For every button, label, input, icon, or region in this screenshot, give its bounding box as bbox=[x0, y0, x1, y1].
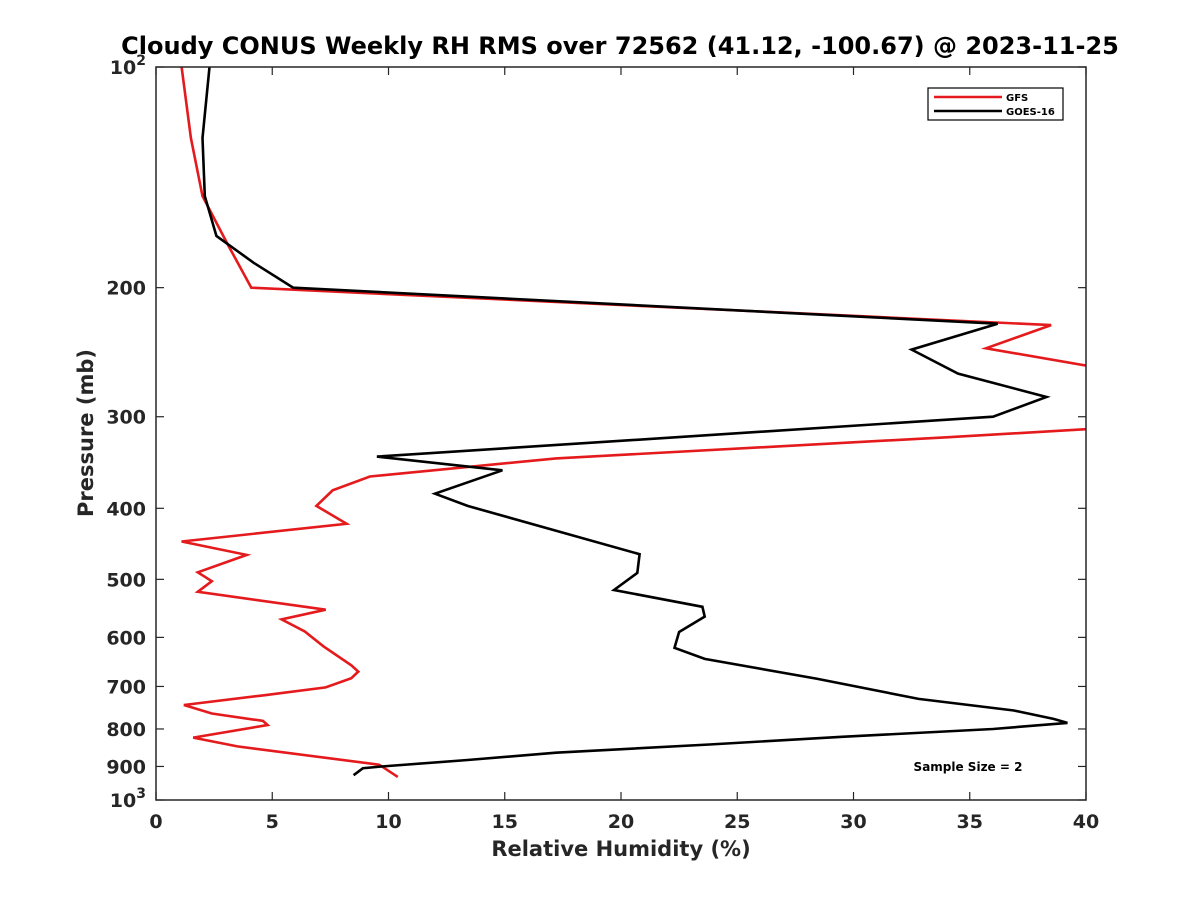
x-tick-label: 25 bbox=[724, 811, 750, 833]
y-tick-label-base: 10 bbox=[110, 57, 136, 79]
legend-label-goes16: GOES-16 bbox=[1006, 107, 1055, 118]
legend-label-gfs: GFS bbox=[1006, 93, 1028, 104]
x-tick-label: 0 bbox=[149, 811, 162, 833]
series-line-gfs bbox=[180, 67, 1086, 778]
legend-box bbox=[927, 87, 1064, 121]
y-tick-label: 900 bbox=[106, 756, 146, 778]
y-tick-label: 800 bbox=[106, 719, 146, 741]
x-tick-label: 10 bbox=[375, 811, 401, 833]
y-tick-label: 200 bbox=[106, 278, 146, 300]
x-axis-label: Relative Humidity (%) bbox=[491, 837, 750, 861]
y-tick-label: 102 bbox=[110, 53, 146, 79]
x-tick-label: 40 bbox=[1073, 811, 1099, 833]
x-tick-label: 15 bbox=[492, 811, 518, 833]
legend: GFS GOES-16 bbox=[927, 87, 1064, 121]
sample-size-annotation: Sample Size = 2 bbox=[914, 760, 1023, 774]
y-tick-label-base: 10 bbox=[110, 790, 136, 812]
x-tick-label: 35 bbox=[957, 811, 983, 833]
x-axis: 0 5 10 15 20 25 30 35 40 bbox=[149, 67, 1099, 833]
y-tick-label: 500 bbox=[106, 569, 146, 591]
y-tick-label-exponent: 3 bbox=[136, 786, 146, 802]
x-tick-label: 30 bbox=[840, 811, 866, 833]
y-tick-label: 600 bbox=[106, 627, 146, 649]
chart-title: Cloudy CONUS Weekly RH RMS over 72562 (4… bbox=[121, 32, 1119, 60]
y-tick-label: 300 bbox=[106, 407, 146, 429]
x-tick-label: 5 bbox=[266, 811, 279, 833]
y-tick-label: 103 bbox=[110, 786, 146, 812]
y-tick-label-exponent: 2 bbox=[136, 53, 146, 69]
y-tick-label: 700 bbox=[106, 676, 146, 698]
x-tick-label: 20 bbox=[608, 811, 634, 833]
y-axis-label: Pressure (mb) bbox=[74, 349, 98, 517]
series-group bbox=[180, 67, 1086, 778]
y-tick-label: 400 bbox=[106, 498, 146, 520]
series-line-goes16 bbox=[201, 67, 1068, 777]
